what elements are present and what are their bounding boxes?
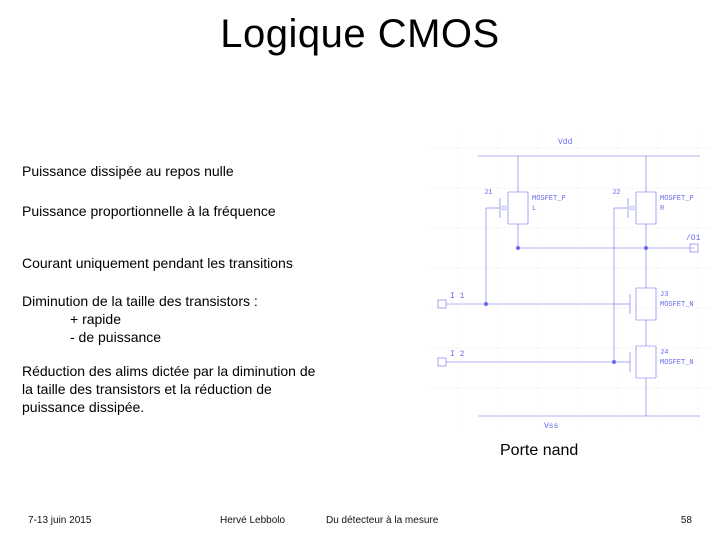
bullet-3: Courant uniquement pendant les transitio… bbox=[22, 254, 293, 272]
transistor-j4: J4 MOSFET_N bbox=[616, 346, 694, 416]
svg-text:J3: J3 bbox=[660, 291, 668, 299]
bullet-4-line3: - de puissance bbox=[70, 328, 258, 346]
input-1: I 1 bbox=[438, 208, 616, 308]
footer-author: Hervé Lebbolo bbox=[220, 515, 285, 526]
transistor-j2: MOSFET_P R J2 bbox=[612, 156, 694, 248]
svg-text:MOSFET_P: MOSFET_P bbox=[532, 195, 566, 203]
svg-text:MOSFET_N: MOSFET_N bbox=[660, 359, 694, 367]
footer-date: 7-13 juin 2015 bbox=[28, 515, 91, 526]
svg-text:MOSFET_N: MOSFET_N bbox=[660, 301, 694, 309]
bullet-1: Puissance dissipée au repos nulle bbox=[22, 162, 234, 180]
nand-schematic: Vdd MOSFET_P L J1 bbox=[428, 128, 710, 430]
bullet-4: Diminution de la taille des transistors … bbox=[22, 292, 258, 347]
transistor-j1: MOSFET_P L J1 bbox=[484, 156, 566, 248]
bullet-4-line2: + rapide bbox=[70, 310, 258, 328]
svg-text:J1: J1 bbox=[484, 189, 492, 197]
bullet-5: Réduction des alims dictée par la diminu… bbox=[22, 362, 322, 417]
slide-title: Logique CMOS bbox=[0, 12, 720, 57]
svg-text:I 1: I 1 bbox=[450, 292, 465, 301]
circuit-caption: Porte nand bbox=[500, 442, 578, 460]
svg-text:MOSFET_P: MOSFET_P bbox=[660, 195, 694, 203]
input-2: I 2 bbox=[438, 208, 616, 366]
svg-text:J2: J2 bbox=[612, 189, 620, 197]
svg-text:L: L bbox=[532, 205, 536, 213]
vss-label: Vss bbox=[544, 422, 559, 430]
bullet-4-line1: Diminution de la taille des transistors … bbox=[22, 292, 258, 310]
bullet-2: Puissance proportionnelle à la fréquence bbox=[22, 202, 276, 220]
transistor-j3: J3 MOSFET_N bbox=[616, 248, 694, 346]
svg-text:J4: J4 bbox=[660, 349, 668, 357]
svg-text:I 2: I 2 bbox=[450, 350, 465, 359]
footer-page: 58 bbox=[681, 515, 692, 526]
footer-talk: Du détecteur à la mesure bbox=[326, 515, 438, 526]
out-label: /O1 bbox=[686, 234, 701, 243]
vdd-label: Vdd bbox=[558, 138, 573, 147]
svg-text:R: R bbox=[660, 205, 665, 213]
